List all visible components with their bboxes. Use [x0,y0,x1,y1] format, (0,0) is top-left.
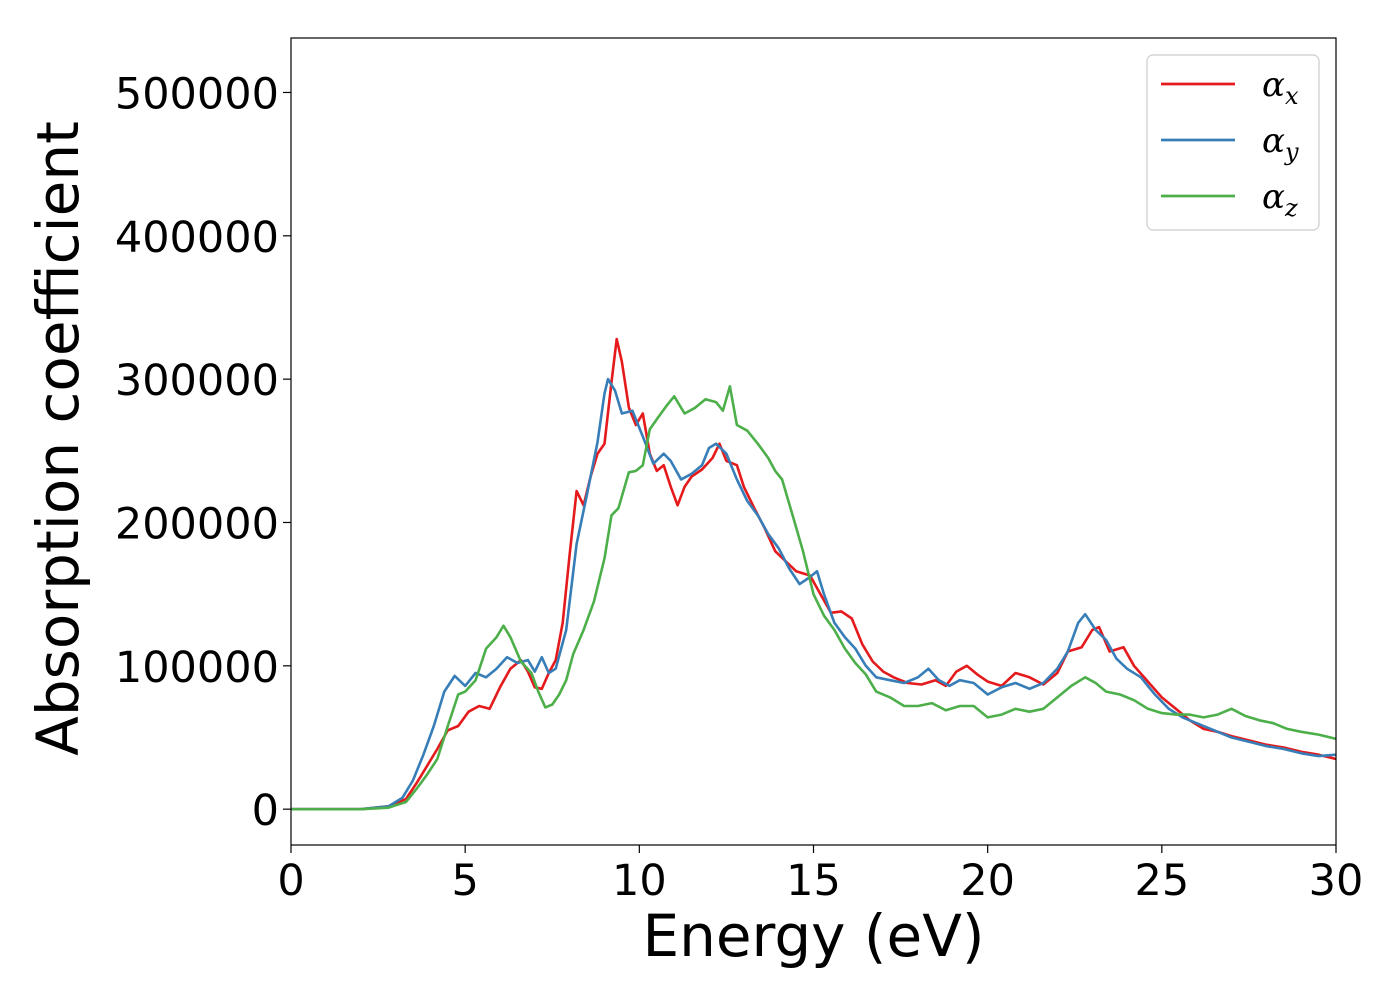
y-tick-label: 300000 [115,356,279,406]
axes: 0 5 10 15 20 25 30 0 100000 200000 300000 400000 500… [115,37,1364,906]
x-tick-label: 25 [1134,856,1189,906]
y-axis-label: Absorption coefficient [24,121,92,756]
legend-label-z: αz [1262,177,1298,222]
legend-box [1146,54,1320,231]
x-axis-label: Energy (eV) [642,902,984,970]
legend-label-x: αx [1262,65,1299,110]
series-line-z [291,385,1336,811]
x-tick-label: 0 [277,856,304,906]
y-tick-label: 200000 [115,499,279,549]
x-tick-label: 15 [786,856,841,906]
x-tick-label: 20 [960,856,1015,906]
legend-label-y: αy [1262,121,1299,166]
x-tick-label: 10 [612,856,667,906]
y-tick-label: 400000 [115,213,279,263]
legend: αx αy αz [1146,54,1320,231]
y-tick-label: 500000 [115,69,279,119]
x-tick-label: 30 [1309,856,1364,906]
plot-area [291,337,1336,811]
x-tick-label: 5 [451,856,478,906]
y-tick-label: 0 [252,786,279,836]
series-line-x [291,337,1336,811]
y-tick-label: 100000 [115,643,279,693]
